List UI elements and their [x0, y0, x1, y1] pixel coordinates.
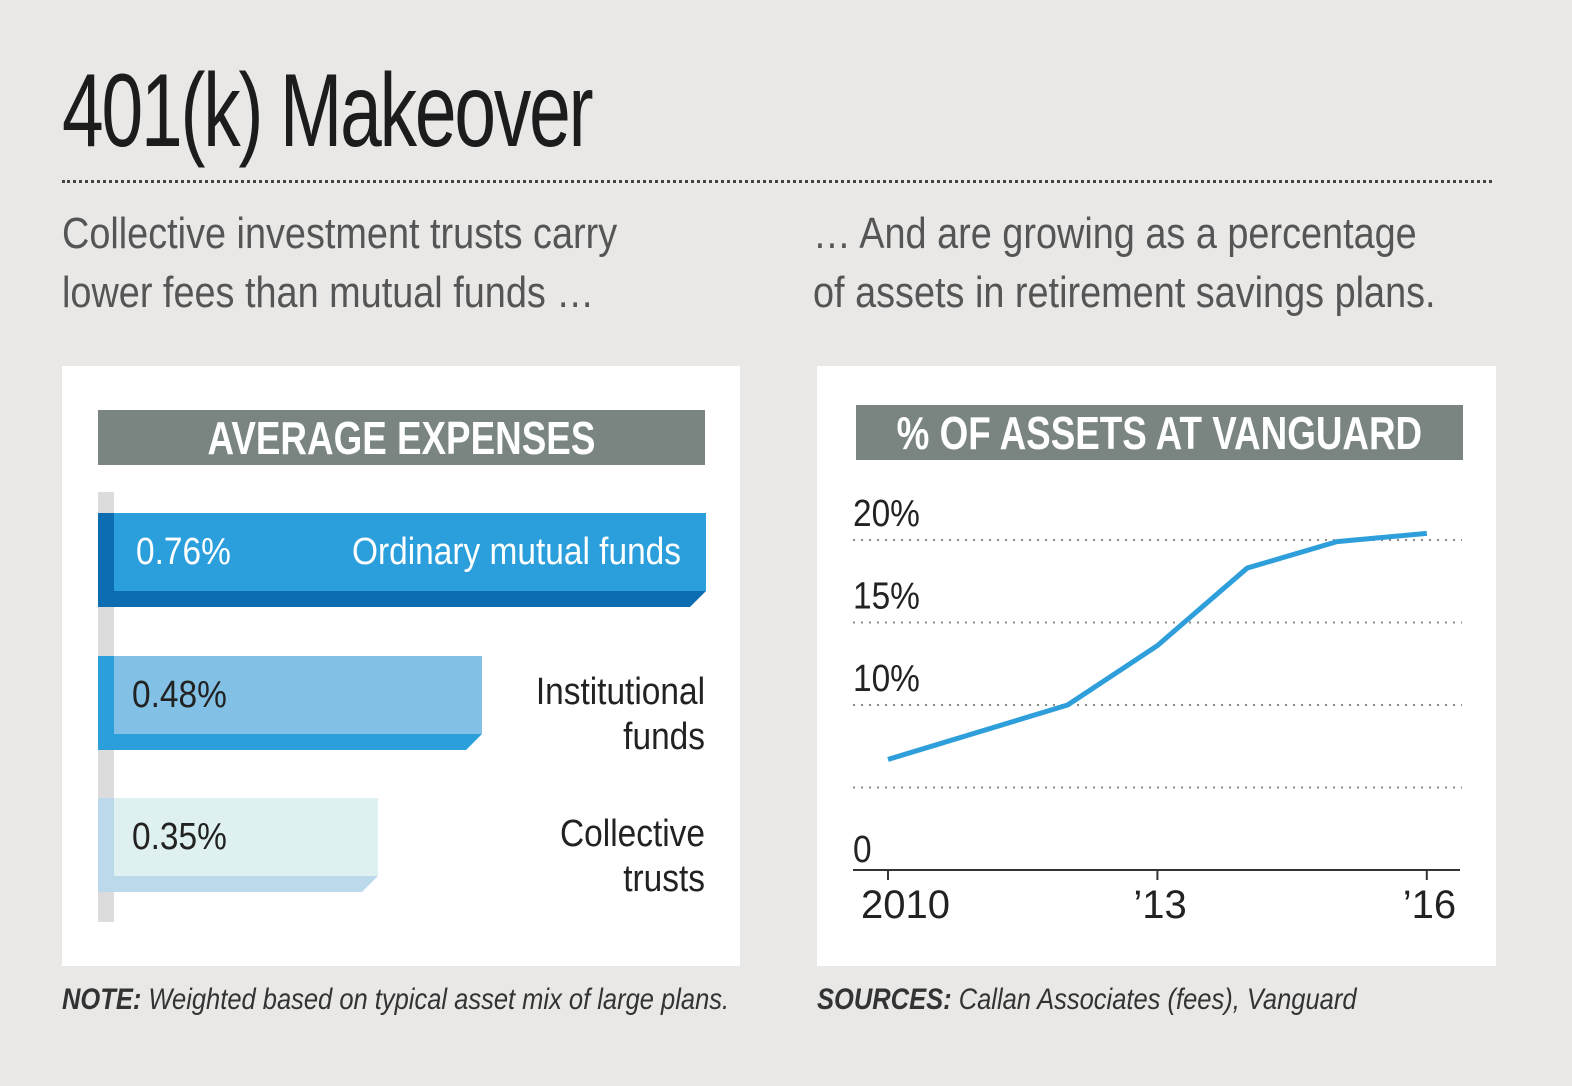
note: NOTE: Weighted based on typical asset mi…: [62, 983, 729, 1017]
left-subtitle-line: Collective investment trusts carry: [62, 209, 618, 258]
right-subtitle: … And are growing as a percentage of ass…: [813, 204, 1436, 322]
sources-text: Callan Associates (fees), Vanguard: [951, 983, 1357, 1016]
left-subtitle: Collective investment trusts carry lower…: [62, 204, 617, 322]
title-divider: [62, 180, 1492, 183]
bar-value-label: 0.48%: [132, 674, 227, 716]
sources-label: SOURCES:: [817, 983, 952, 1016]
bar-value-label: 0.76%: [136, 531, 231, 573]
bar-value-label: 0.35%: [132, 816, 227, 858]
bar-category-label: Collective trusts: [560, 813, 705, 900]
x-tick-label: ’13: [1133, 883, 1186, 927]
left-subtitle-line: lower fees than mutual funds …: [62, 268, 595, 317]
y-tick-label: 0: [853, 828, 872, 870]
right-subtitle-line: … And are growing as a percentage: [813, 209, 1417, 258]
y-tick-label: 10%: [853, 657, 920, 699]
x-tick-label: ’16: [1403, 883, 1456, 927]
bar: [98, 798, 378, 892]
expenses-chart-title: AVERAGE EXPENSES: [98, 410, 705, 465]
page-title: 401(k) Makeover: [62, 53, 594, 169]
series-line: [887, 530, 1428, 762]
vanguard-panel: [817, 366, 1496, 966]
line-chart-title: % OF ASSETS AT VANGUARD: [856, 405, 1463, 460]
x-tick-label: 2010: [861, 883, 950, 927]
note-label: NOTE:: [62, 983, 142, 1016]
sources: SOURCES: Callan Associates (fees), Vangu…: [817, 983, 1357, 1017]
bar: [98, 656, 482, 750]
y-tick-label: 15%: [853, 575, 920, 617]
right-subtitle-line: of assets in retirement savings plans.: [813, 268, 1436, 317]
bar-category-label: Ordinary mutual funds: [352, 531, 681, 573]
y-tick-label: 20%: [853, 492, 920, 534]
bar: [98, 513, 706, 607]
bar-category-label: Institutional funds: [535, 671, 705, 758]
note-text: Weighted based on typical asset mix of l…: [141, 983, 730, 1016]
